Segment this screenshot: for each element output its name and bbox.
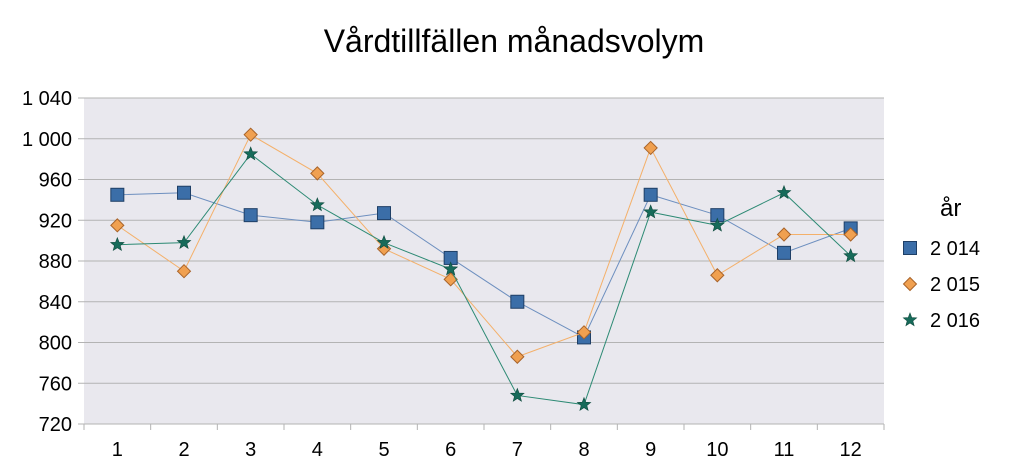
x-tick-label: 2 [178,439,189,461]
data-point [376,234,392,250]
data-point [710,268,725,283]
data-point [843,227,858,242]
data-point [576,396,592,411]
series-2014 [110,185,858,345]
y-tick-label: 1 000 [22,129,72,151]
x-tick-label: 3 [245,439,256,461]
x-tick-label: 6 [445,439,456,461]
series-line [117,153,852,406]
data-point [510,349,525,364]
data-point [777,245,791,260]
series-2016 [109,146,859,411]
data-point [309,197,325,212]
x-tick-label: 11 [774,439,795,461]
y-tick-label: 920 [39,210,72,232]
x-tick-label: 9 [645,439,656,461]
data-point [176,234,192,250]
data-point [243,208,258,223]
data-point [709,217,725,232]
series-line [117,192,851,339]
y-tick-label: 720 [39,414,72,436]
data-point [310,215,325,230]
x-tick-label: 7 [512,439,523,461]
series-2015 [110,127,858,364]
data-point [576,325,592,340]
x-tick-label: 10 [706,439,728,461]
data-point [243,146,259,161]
data-point [310,166,325,181]
legend-marker [902,312,918,327]
legend-label: 2 015 [930,274,980,296]
y-tick-label: 960 [39,170,72,192]
y-tick-label: 1 040 [22,88,72,110]
legend-label: 2 014 [930,238,980,260]
data-point [843,248,859,263]
legend: år 2 014 2 015 2 016 [902,195,980,332]
x-tick-label: 1 [112,439,123,461]
data-point [643,187,658,202]
chart-title: Vårdtillfällen månadsvolym [324,23,705,59]
data-point [110,218,125,233]
y-tick-label: 800 [39,333,72,355]
y-tick-label: 840 [39,292,72,314]
data-point [377,206,391,221]
data-point [510,294,525,309]
legend-marker [903,241,917,255]
y-tick-label: 880 [39,251,72,273]
data-point [243,127,258,142]
series-line [117,133,851,358]
data-point [643,204,659,219]
data-point [110,187,125,202]
x-tick-label: 5 [378,439,389,461]
data-point [776,227,792,242]
y-tick-label: 760 [39,373,72,395]
x-tick-label: 12 [840,439,862,461]
data-point [776,184,792,200]
legend-title: år [940,195,961,222]
data-point [509,387,525,402]
data-point [177,185,191,200]
data-point [109,236,125,252]
data-point [643,140,658,156]
x-tick-label: 4 [312,439,323,461]
legend-marker [902,276,918,292]
data-point [443,261,459,276]
data-point [176,263,192,279]
series-group [109,127,859,411]
x-tick-label: 8 [578,439,589,461]
legend-label: 2 016 [930,310,980,332]
